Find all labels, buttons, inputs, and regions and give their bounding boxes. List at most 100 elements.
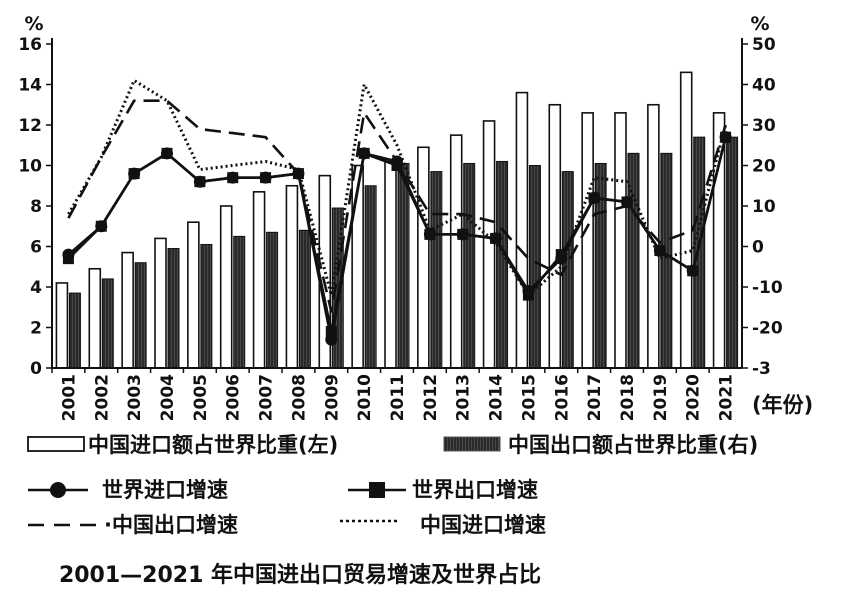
y-right-unit: % xyxy=(750,13,769,35)
point-world-export xyxy=(62,253,74,265)
y-left-tick-label: 16 xyxy=(18,35,42,55)
chart-title: 2001—2021 年中国进出口贸易增速及世界占比 xyxy=(59,562,541,588)
y-left-tick-label: 6 xyxy=(30,238,42,258)
bar-import-share xyxy=(515,91,529,369)
point-world-export xyxy=(522,289,534,301)
bar-export-share xyxy=(463,162,476,369)
x-tick-label: 2018 xyxy=(618,374,638,421)
point-world-export xyxy=(687,265,699,277)
point-world-export xyxy=(391,160,403,171)
point-world-export xyxy=(555,249,567,261)
x-tick-label: 2010 xyxy=(355,374,375,421)
bar-import-share xyxy=(285,184,299,369)
bar-import-share xyxy=(154,237,167,369)
x-tick-label: 2008 xyxy=(289,374,309,421)
legend: 中国进口额占世界比重(左) 中国出口额占世界比重(右) 世界进口增速 世界出口增速 ·中… xyxy=(27,433,758,537)
x-tick-label: 2001 xyxy=(59,374,79,421)
x-tick-label: 2002 xyxy=(92,374,112,421)
bar-import-share xyxy=(88,267,102,369)
y-right-tick-label: 50 xyxy=(752,35,776,55)
bar-import-share xyxy=(581,112,594,369)
bar-export-share xyxy=(660,152,673,369)
point-world-export xyxy=(128,168,140,180)
y-right-tick-label: -10 xyxy=(752,278,783,298)
bar-import-share xyxy=(187,221,200,369)
bar-export-share xyxy=(266,231,279,369)
x-tick-label: 2011 xyxy=(388,374,408,421)
legend-label-china-import: 中国进口增速 xyxy=(420,513,546,537)
legend-marker-world-export xyxy=(369,482,385,498)
y-right-tick-label: 10 xyxy=(752,197,776,217)
legend-label-world-import: 世界进口增速 xyxy=(102,478,228,502)
point-world-export xyxy=(490,232,502,244)
point-world-export xyxy=(358,147,370,159)
bar-import-share xyxy=(252,191,266,369)
bar-import-share xyxy=(55,282,69,369)
series-line xyxy=(67,78,728,297)
point-world-export xyxy=(588,192,600,204)
bar-export-share xyxy=(726,136,739,369)
x-tick-label: 2015 xyxy=(519,374,539,421)
y-left-tick-label: 12 xyxy=(18,116,42,136)
bar-export-share xyxy=(200,243,213,369)
bar-export-share xyxy=(397,162,410,369)
x-tick-label: 2012 xyxy=(421,374,441,421)
y-right-tick-label: 40 xyxy=(752,76,776,96)
legend-label-import-share: 中国进口额占世界比重(左) xyxy=(88,433,338,457)
x-tick-label: 2019 xyxy=(651,374,671,421)
bar-export-share xyxy=(528,165,541,369)
point-world-export xyxy=(95,220,107,232)
bar-import-share xyxy=(548,103,562,369)
point-world-export xyxy=(161,147,173,159)
y-left-tick-label: 2 xyxy=(30,319,42,339)
y-right-tick-label: -20 xyxy=(752,319,783,339)
point-world-export xyxy=(227,172,239,184)
bar-export-share xyxy=(298,229,311,369)
point-world-export xyxy=(424,228,436,240)
x-tick-label: 2017 xyxy=(585,374,605,421)
y-left-tick-label: 4 xyxy=(30,278,42,298)
bar-export-share xyxy=(693,136,706,369)
x-tick-label: 2007 xyxy=(257,374,277,421)
bar-export-share xyxy=(496,160,509,369)
lines-layer xyxy=(62,78,732,346)
x-axis-unit: (年份) xyxy=(752,393,813,417)
bar-import-share xyxy=(482,120,496,369)
y-left-unit: % xyxy=(24,13,43,35)
bar-export-share xyxy=(101,278,114,369)
bar-export-share xyxy=(430,171,443,369)
bar-import-share xyxy=(219,205,233,369)
legend-label-export-share: 中国出口额占世界比重(右) xyxy=(508,433,758,457)
x-tick-label: 2004 xyxy=(158,374,178,421)
bar-import-share xyxy=(384,160,397,369)
y-right-tick-label: 20 xyxy=(752,157,776,177)
bar-import-share xyxy=(417,146,430,369)
bar-export-share xyxy=(68,292,81,369)
bar-export-share xyxy=(364,185,377,369)
legend-label-world-export: 世界出口增速 xyxy=(412,478,538,502)
legend-swatch-import-share xyxy=(27,436,85,452)
point-world-export xyxy=(720,131,732,143)
y-right-tick-label: 0 xyxy=(752,238,764,258)
series-line xyxy=(67,99,727,313)
bar-import-share xyxy=(679,71,693,369)
point-world-export xyxy=(457,228,469,240)
x-tick-label: 2020 xyxy=(684,374,704,421)
legend-label-china-export: ·中国出口增速 xyxy=(104,513,238,537)
y-right-tick-label: -3 xyxy=(752,359,771,379)
point-world-export xyxy=(194,176,206,188)
x-tick-label: 2013 xyxy=(454,374,474,421)
y-left-tick-label: 0 xyxy=(30,359,42,379)
y-left-tick-label: 10 xyxy=(18,157,42,177)
x-tick-label: 2021 xyxy=(717,374,737,421)
point-world-export xyxy=(260,172,272,184)
x-tick-label: 2003 xyxy=(125,374,145,421)
x-tick-label: 2016 xyxy=(552,374,572,421)
bar-export-share xyxy=(167,248,180,369)
x-tick-label: 2006 xyxy=(224,374,244,421)
point-world-export xyxy=(325,326,337,338)
bar-import-share xyxy=(121,251,134,369)
bars-layer xyxy=(55,71,739,369)
